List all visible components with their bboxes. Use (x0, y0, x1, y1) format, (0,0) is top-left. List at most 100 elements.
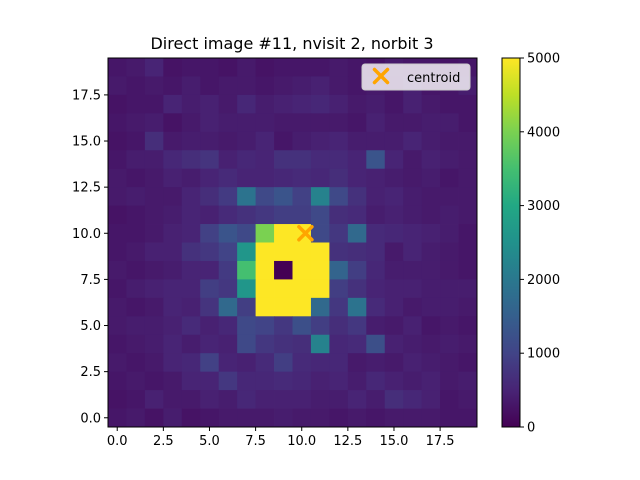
heatmap-cell (329, 353, 349, 373)
heatmap-cell (347, 168, 367, 188)
heatmap-cell (440, 242, 459, 262)
heatmap-cell (200, 316, 220, 336)
heatmap-cell (144, 224, 164, 243)
heatmap-cell (274, 390, 293, 409)
heatmap-cell (440, 390, 459, 409)
heatmap-cell (440, 168, 459, 188)
heatmap-cell (126, 371, 146, 391)
heatmap-cell (440, 150, 459, 170)
heatmap-cell (310, 58, 330, 77)
y-tick-label: 0.0 (80, 411, 101, 426)
heatmap-cell (163, 168, 183, 188)
heatmap-cell (181, 316, 201, 336)
heatmap-cell (108, 371, 127, 391)
heatmap-cell (144, 58, 164, 77)
heatmap-cell (440, 131, 459, 151)
heatmap-cell (126, 168, 146, 188)
heatmap-cell (108, 260, 127, 280)
heatmap-cell (108, 297, 127, 317)
heatmap-cell (292, 334, 312, 354)
heatmap-cell (310, 205, 330, 225)
heatmap-cell (181, 297, 201, 317)
heatmap-cell (366, 131, 386, 151)
heatmap-cell (200, 205, 220, 225)
heatmap-cell (108, 316, 127, 336)
heatmap-cell (366, 94, 386, 114)
heatmap-cell (144, 187, 164, 206)
heatmap-cell (347, 187, 367, 206)
heatmap-cell (218, 205, 238, 225)
heatmap-cell (108, 168, 127, 188)
heatmap-cell (144, 353, 164, 373)
heatmap-cell (292, 113, 312, 133)
heatmap-cell (237, 316, 256, 336)
heatmap-cell (366, 187, 386, 206)
heatmap-cell (218, 187, 238, 206)
legend-marker-icon (372, 67, 390, 85)
heatmap-cell (384, 205, 404, 225)
heatmap-cell (237, 76, 256, 96)
heatmap-cell (218, 353, 238, 373)
heatmap-cell (421, 334, 441, 354)
heatmap-cell (237, 334, 256, 354)
heatmap-cell (384, 371, 404, 391)
heatmap-cell (310, 94, 330, 114)
heatmap-cell (329, 297, 349, 317)
heatmap-cell (292, 187, 312, 206)
heatmap-cell (310, 150, 330, 170)
centroid-legend-symbol (372, 67, 390, 85)
heatmap-cell (218, 316, 238, 336)
heatmap-cell (255, 150, 275, 170)
heatmap-cell (144, 150, 164, 170)
heatmap-cell (144, 76, 164, 96)
heatmap-cell (440, 224, 459, 243)
heatmap-cell (181, 168, 201, 188)
heatmap-cell (347, 371, 367, 391)
heatmap-cell (421, 279, 441, 299)
heatmap-cell (329, 334, 349, 354)
heatmap-cell (421, 353, 441, 373)
colorbar (502, 58, 520, 427)
heatmap-cell (255, 279, 275, 299)
heatmap-cell (458, 205, 478, 225)
heatmap-cell (329, 408, 349, 428)
heatmap-cell (200, 297, 220, 317)
heatmap-cell (181, 113, 201, 133)
heatmap-cell (421, 224, 441, 243)
heatmap-cell (200, 390, 220, 409)
heatmap-cell (366, 279, 386, 299)
heatmap-cell (108, 334, 127, 354)
heatmap-cell (347, 260, 367, 280)
heatmap-cell (126, 353, 146, 373)
heatmap-cell (274, 94, 293, 114)
y-tick-label: 7.5 (80, 273, 101, 288)
heatmap-cell (144, 131, 164, 151)
heatmap-cell (347, 390, 367, 409)
heatmap-cell (310, 390, 330, 409)
heatmap-cell (384, 408, 404, 428)
heatmap-cell (403, 408, 423, 428)
heatmap-cell (329, 390, 349, 409)
heatmap-cell (310, 76, 330, 96)
heatmap-cell (163, 58, 183, 77)
heatmap-cell (144, 316, 164, 336)
y-tick-label: 10.0 (72, 227, 101, 242)
y-tick-label: 15.0 (72, 135, 101, 150)
heatmap-cell (274, 279, 293, 299)
heatmap-cell (218, 371, 238, 391)
heatmap-cell (200, 242, 220, 262)
heatmap-cell (292, 168, 312, 188)
heatmap-cell (200, 408, 220, 428)
heatmap-cell (347, 150, 367, 170)
heatmap-cell (366, 297, 386, 317)
heatmap-cell (108, 131, 127, 151)
heatmap-cell (440, 279, 459, 299)
heatmap-cell (403, 205, 423, 225)
heatmap-cell (274, 260, 293, 280)
heatmap-cell (274, 76, 293, 96)
heatmap-cell (255, 353, 275, 373)
heatmap-cell (144, 205, 164, 225)
heatmap-cell (218, 150, 238, 170)
heatmap-cell (366, 334, 386, 354)
